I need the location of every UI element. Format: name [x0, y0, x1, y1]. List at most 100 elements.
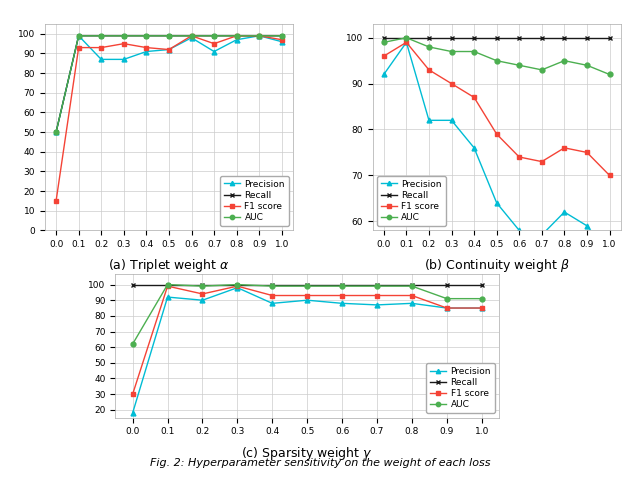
F1 score [165, 47, 173, 52]
Recall [97, 33, 105, 39]
F1 score [403, 39, 410, 45]
AUC [165, 33, 173, 39]
AUC [234, 282, 241, 288]
F1 score [443, 305, 451, 311]
Legend: Precision, Recall, F1 score, AUC: Precision, Recall, F1 score, AUC [426, 363, 495, 413]
F1 score [255, 33, 263, 39]
Recall [198, 282, 206, 288]
AUC [373, 283, 381, 289]
AUC [303, 283, 311, 289]
AUC [443, 296, 451, 301]
F1 score [210, 41, 218, 47]
Recall [478, 282, 486, 288]
Recall [52, 129, 60, 135]
F1 score [97, 45, 105, 50]
Precision [561, 209, 568, 215]
Recall [380, 35, 388, 41]
Recall [233, 33, 241, 39]
F1 score [408, 293, 416, 299]
Recall [470, 35, 478, 41]
Recall [448, 35, 456, 41]
AUC [268, 283, 276, 289]
Line: F1 score: F1 score [54, 34, 284, 204]
AUC [538, 67, 546, 73]
Precision [164, 294, 172, 300]
Recall [425, 35, 433, 41]
Recall [75, 33, 83, 39]
Precision [52, 129, 60, 135]
F1 score [303, 293, 311, 299]
Recall [408, 282, 416, 288]
Precision [143, 48, 150, 54]
F1 score [380, 53, 388, 59]
AUC [52, 129, 60, 135]
AUC [583, 62, 591, 68]
Legend: Precision, Recall, F1 score, AUC: Precision, Recall, F1 score, AUC [220, 176, 289, 226]
F1 score [339, 293, 346, 299]
AUC [75, 33, 83, 39]
Recall [605, 35, 613, 41]
AUC [403, 35, 410, 41]
AUC [493, 58, 500, 63]
Recall [373, 282, 381, 288]
Recall [339, 282, 346, 288]
F1 score [515, 154, 523, 160]
Precision [515, 228, 523, 233]
F1 score [493, 131, 500, 137]
Recall [234, 282, 241, 288]
Line: AUC: AUC [381, 36, 612, 77]
AUC [470, 48, 478, 54]
Recall [403, 35, 410, 41]
AUC [278, 33, 285, 39]
Line: Precision: Precision [130, 285, 484, 415]
Line: Recall: Recall [381, 36, 612, 40]
F1 score [234, 283, 241, 289]
F1 score [268, 293, 276, 299]
Recall [515, 35, 523, 41]
AUC [478, 296, 486, 301]
F1 score [75, 45, 83, 50]
Recall [583, 35, 591, 41]
F1 score [278, 37, 285, 43]
Line: Precision: Precision [381, 40, 612, 256]
F1 score [188, 33, 195, 39]
AUC [210, 33, 218, 39]
F1 score [448, 81, 456, 86]
Text: Fig. 2: Hyperparameter sensitivity on the weight of each loss: Fig. 2: Hyperparameter sensitivity on th… [150, 457, 490, 468]
F1 score [164, 283, 172, 289]
Line: F1 score: F1 score [381, 40, 612, 178]
AUC [188, 33, 195, 39]
Precision [129, 410, 136, 416]
Precision [373, 302, 381, 308]
Precision [234, 285, 241, 290]
Precision [278, 39, 285, 45]
Precision [97, 57, 105, 62]
F1 score [425, 67, 433, 73]
Line: F1 score: F1 score [130, 284, 484, 396]
F1 score [373, 293, 381, 299]
Line: Recall: Recall [130, 282, 484, 287]
Precision [538, 232, 546, 238]
Precision [493, 200, 500, 206]
AUC [380, 39, 388, 45]
AUC [408, 283, 416, 289]
Precision [583, 223, 591, 228]
F1 score [143, 45, 150, 50]
AUC [198, 283, 206, 289]
Recall [188, 33, 195, 39]
AUC [339, 283, 346, 289]
Precision [408, 300, 416, 306]
Recall [210, 33, 218, 39]
AUC [425, 44, 433, 50]
AUC [233, 33, 241, 39]
X-axis label: (b) Continuity weight $\beta$: (b) Continuity weight $\beta$ [424, 257, 570, 275]
AUC [129, 341, 136, 347]
Precision [255, 33, 263, 39]
Precision [470, 145, 478, 151]
Precision [339, 300, 346, 306]
Precision [605, 251, 613, 256]
AUC [255, 33, 263, 39]
F1 score [478, 305, 486, 311]
Precision [448, 118, 456, 123]
Precision [443, 305, 451, 311]
